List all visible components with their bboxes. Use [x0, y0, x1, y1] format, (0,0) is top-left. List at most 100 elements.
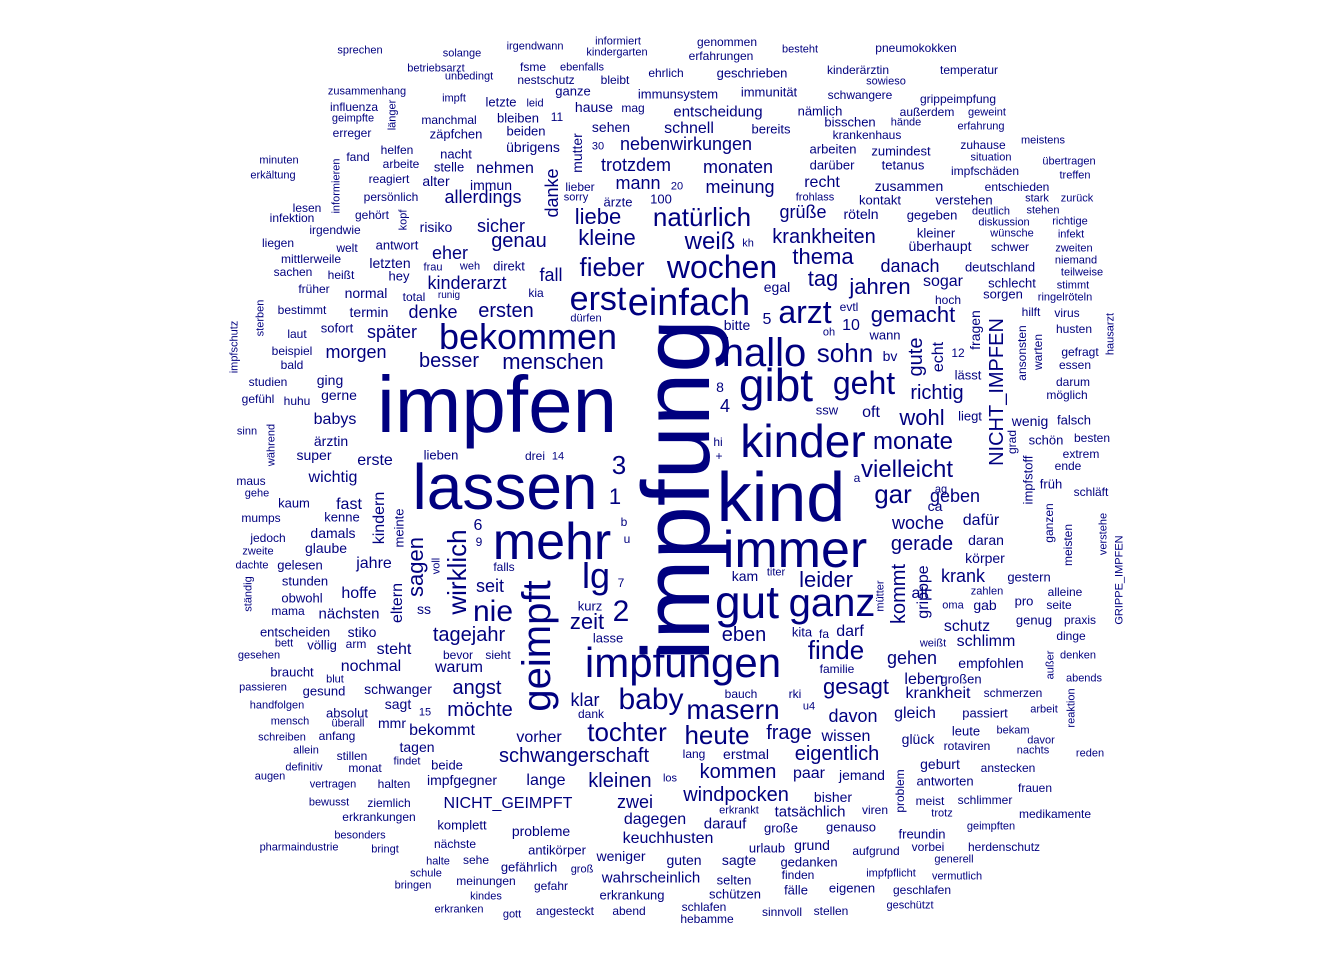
cloud-word: kindern — [371, 491, 388, 545]
cloud-word: mumps — [241, 511, 281, 525]
cloud-word: gelesen — [277, 557, 323, 573]
cloud-word: 12 — [951, 346, 965, 360]
cloud-word: davor — [1027, 734, 1055, 747]
cloud-word: kurz — [577, 598, 603, 614]
cloud-word: 14 — [551, 450, 565, 463]
cloud-word: allerdings — [444, 187, 522, 207]
cloud-word: wahrscheinlich — [601, 869, 701, 887]
cloud-word: medikamente — [1018, 807, 1092, 821]
cloud-word: fragen — [967, 310, 983, 350]
cloud-word: geimpfte — [331, 112, 375, 125]
cloud-word: beide — [431, 757, 463, 773]
cloud-word: 2 — [612, 595, 630, 628]
cloud-word: glück — [901, 731, 935, 747]
cloud-word: dinge — [1056, 629, 1086, 643]
cloud-word: sagt — [384, 696, 412, 712]
cloud-word: keuchhusten — [622, 830, 714, 847]
cloud-word: gab — [973, 597, 997, 613]
cloud-word: zusammen — [874, 178, 944, 194]
cloud-word: sinnvoll — [761, 905, 803, 919]
cloud-word: weißt — [919, 637, 947, 650]
cloud-word: ansonsten — [1015, 325, 1029, 381]
cloud-word: gerade — [890, 533, 954, 555]
cloud-word: generell — [934, 853, 974, 866]
cloud-word: zäpfchen — [429, 126, 483, 142]
cloud-word: viren — [861, 803, 889, 817]
cloud-word: grad — [1005, 429, 1019, 455]
cloud-word: gefahr — [533, 879, 569, 893]
cloud-word: sowieso — [866, 75, 906, 88]
cloud-word: zwei — [616, 792, 654, 812]
cloud-word: bleiben — [497, 110, 539, 126]
cloud-word: runig — [437, 290, 461, 301]
cloud-word: antwort — [375, 237, 419, 253]
cloud-word: kontakt — [859, 192, 901, 208]
cloud-word: möglich — [1046, 388, 1088, 402]
cloud-word: irgendwie — [309, 223, 361, 237]
cloud-word: geimpften — [966, 820, 1016, 833]
cloud-word: arzt — [778, 294, 832, 330]
cloud-word: handfolgen — [249, 699, 305, 712]
cloud-word: kinder — [740, 415, 866, 467]
cloud-word: echt — [930, 341, 947, 373]
cloud-word: dürfen — [570, 312, 602, 325]
cloud-word: nebenwirkungen — [619, 134, 753, 154]
cloud-word: sohn — [816, 338, 874, 368]
cloud-word: lässt — [954, 367, 982, 383]
cloud-word: besten — [1073, 431, 1111, 445]
cloud-word: kia — [528, 286, 544, 300]
cloud-word: lesen — [292, 201, 322, 215]
cloud-word: normal — [344, 285, 388, 301]
cloud-word: u — [623, 532, 631, 546]
cloud-word: definitiv — [285, 761, 323, 774]
cloud-word: schwer — [990, 240, 1030, 254]
cloud-word: baby — [618, 683, 684, 716]
cloud-word: meistens — [1020, 134, 1066, 147]
cloud-word: bitte — [723, 317, 751, 333]
cloud-word: 5 — [762, 311, 772, 328]
cloud-word: b — [620, 515, 628, 529]
cloud-word: grüße — [779, 202, 827, 222]
cloud-word: vielleicht — [860, 456, 954, 483]
cloud-word: nochmal — [340, 658, 402, 675]
cloud-word: lg — [581, 555, 611, 596]
cloud-word: stellen — [813, 904, 849, 918]
cloud-word: röteln — [843, 206, 879, 222]
cloud-word: erstmal — [723, 746, 769, 762]
cloud-word: fast — [336, 496, 362, 513]
cloud-word: kind — [716, 458, 846, 536]
cloud-word: aufgrund — [852, 844, 900, 858]
cloud-word: arbeite — [382, 157, 420, 171]
cloud-word: braucht — [270, 664, 314, 680]
cloud-word: daran — [968, 532, 1004, 548]
cloud-word: deutschland — [964, 259, 1036, 275]
cloud-word: sieht — [485, 648, 511, 662]
cloud-word: genauso — [826, 819, 876, 835]
cloud-word: schwangere — [827, 88, 893, 102]
cloud-word: heißt — [327, 268, 355, 282]
cloud-word: betriebsarzt — [407, 62, 465, 75]
cloud-word: ss — [417, 601, 431, 617]
cloud-word: ehrlich — [648, 66, 684, 80]
cloud-word: studien — [248, 375, 288, 389]
cloud-word: kenne — [324, 509, 360, 525]
cloud-word: fall — [539, 265, 563, 285]
cloud-word: früh — [1039, 476, 1063, 492]
cloud-word: 4 — [719, 396, 731, 416]
cloud-word: gehe — [244, 487, 270, 500]
cloud-word: oft — [862, 404, 880, 421]
cloud-word: frage — [766, 722, 812, 744]
cloud-word: groß — [570, 863, 594, 876]
cloud-word: bisschen — [824, 114, 876, 130]
cloud-word: impfpflicht — [866, 867, 916, 880]
cloud-word: gefährlich — [500, 859, 558, 875]
cloud-word: bekommt — [409, 722, 475, 739]
cloud-word: lasse — [592, 630, 624, 646]
cloud-word: früher — [298, 282, 330, 296]
cloud-word: meinungen — [456, 874, 516, 888]
cloud-word: geimpft — [515, 580, 559, 712]
cloud-word: tochter — [587, 717, 667, 747]
cloud-word: gesehen — [237, 649, 281, 662]
cloud-word: übertragen — [1042, 155, 1096, 168]
